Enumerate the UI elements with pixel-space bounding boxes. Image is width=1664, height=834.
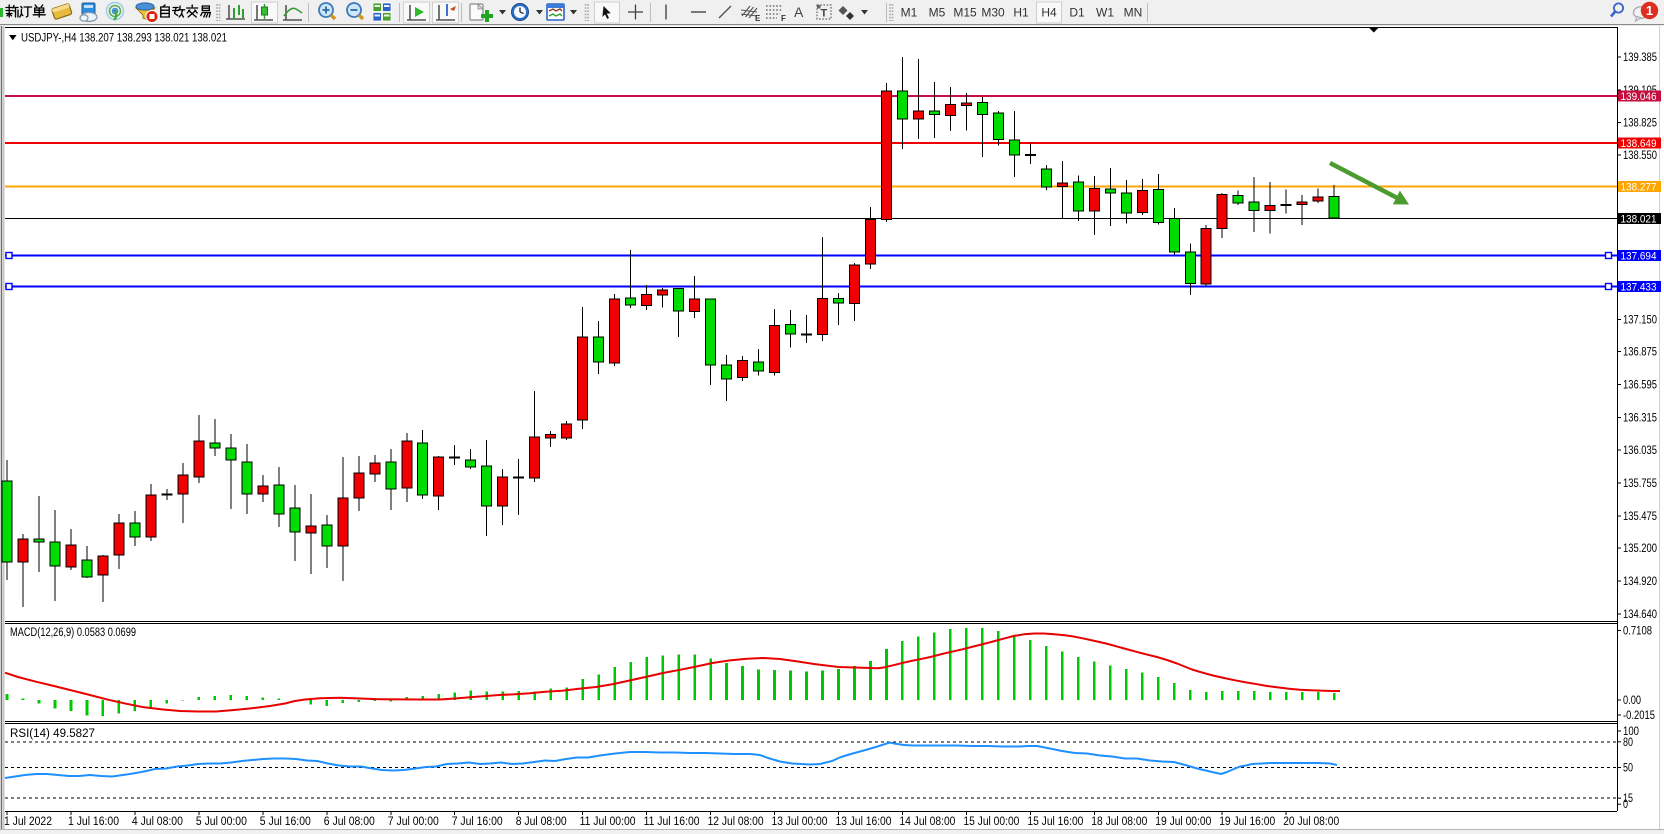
svg-text:M1: M1 [901, 6, 918, 20]
svg-text:H1: H1 [1013, 6, 1029, 20]
svg-text:5 Jul 16:00: 5 Jul 16:00 [260, 816, 311, 828]
svg-text:-0.2015: -0.2015 [1623, 710, 1655, 722]
svg-text:139.385: 139.385 [1623, 52, 1657, 64]
svg-text:H4: H4 [1041, 6, 1057, 20]
svg-text:1 Jul 2022: 1 Jul 2022 [4, 816, 52, 828]
svg-text:MN: MN [1124, 6, 1143, 20]
svg-text:A: A [794, 4, 804, 20]
svg-text:E: E [755, 14, 761, 23]
svg-text:1: 1 [1646, 3, 1653, 18]
svg-text:50: 50 [1623, 763, 1633, 775]
svg-text:19 Jul 00:00: 19 Jul 00:00 [1155, 816, 1211, 828]
svg-text:15: 15 [1623, 793, 1633, 805]
svg-text:100: 100 [1623, 726, 1639, 738]
svg-text:13 Jul 16:00: 13 Jul 16:00 [836, 816, 892, 828]
svg-text:135.755: 135.755 [1623, 478, 1657, 490]
svg-text:138.550: 138.550 [1623, 150, 1657, 162]
svg-text:W1: W1 [1096, 6, 1114, 20]
svg-text:139.046: 139.046 [1621, 91, 1657, 103]
svg-text:138.825: 138.825 [1623, 118, 1657, 130]
svg-text:MACD(12,26,9) 0.0583 0.0699: MACD(12,26,9) 0.0583 0.0699 [10, 627, 136, 639]
svg-text:RSI(14) 49.5827: RSI(14) 49.5827 [10, 728, 95, 740]
svg-text:0.00: 0.00 [1623, 695, 1641, 707]
svg-text:135.475: 135.475 [1623, 511, 1657, 523]
svg-text:136.875: 136.875 [1623, 347, 1657, 359]
svg-text:80: 80 [1623, 737, 1633, 749]
svg-text:M5: M5 [929, 6, 946, 20]
svg-text:15 Jul 00:00: 15 Jul 00:00 [963, 816, 1019, 828]
svg-text:12 Jul 08:00: 12 Jul 08:00 [708, 816, 764, 828]
svg-text:138.021: 138.021 [1621, 214, 1657, 226]
svg-text:F: F [781, 14, 786, 23]
svg-text:14 Jul 08:00: 14 Jul 08:00 [899, 816, 955, 828]
svg-text:18 Jul 08:00: 18 Jul 08:00 [1091, 816, 1147, 828]
svg-text:7 Jul 16:00: 7 Jul 16:00 [452, 816, 503, 828]
svg-text:137.150: 137.150 [1623, 315, 1657, 327]
svg-text:7 Jul 00:00: 7 Jul 00:00 [388, 816, 439, 828]
svg-text:T: T [821, 8, 828, 20]
svg-text:134.640: 134.640 [1623, 609, 1657, 621]
svg-text:D1: D1 [1069, 6, 1085, 20]
svg-text:138.649: 138.649 [1621, 138, 1657, 150]
svg-text:137.694: 137.694 [1621, 251, 1657, 263]
svg-text:136.595: 136.595 [1623, 380, 1657, 392]
svg-text:USDJPY-,H4 138.207 138.293 13: USDJPY-,H4 138.207 138.293 138.021 138.0… [21, 33, 227, 45]
svg-text:13 Jul 00:00: 13 Jul 00:00 [772, 816, 828, 828]
svg-text:8 Jul 08:00: 8 Jul 08:00 [516, 816, 567, 828]
svg-text:11 Jul 16:00: 11 Jul 16:00 [644, 816, 700, 828]
svg-text:4 Jul 08:00: 4 Jul 08:00 [132, 816, 183, 828]
svg-text:1 Jul 16:00: 1 Jul 16:00 [68, 816, 119, 828]
svg-text:6 Jul 08:00: 6 Jul 08:00 [324, 816, 375, 828]
svg-text:0.7108: 0.7108 [1623, 626, 1652, 638]
svg-text:M15: M15 [953, 6, 977, 20]
svg-text:5 Jul 00:00: 5 Jul 00:00 [196, 816, 247, 828]
svg-text:138.277: 138.277 [1621, 182, 1657, 194]
svg-text:19 Jul 16:00: 19 Jul 16:00 [1219, 816, 1275, 828]
svg-text:135.200: 135.200 [1623, 543, 1657, 555]
svg-text:11 Jul 00:00: 11 Jul 00:00 [580, 816, 636, 828]
svg-text:136.315: 136.315 [1623, 413, 1657, 425]
svg-text:20 Jul 08:00: 20 Jul 08:00 [1283, 816, 1339, 828]
svg-text:136.035: 136.035 [1623, 445, 1657, 457]
svg-text:M30: M30 [981, 6, 1005, 20]
svg-text:134.920: 134.920 [1623, 576, 1657, 588]
svg-text:15 Jul 16:00: 15 Jul 16:00 [1027, 816, 1083, 828]
svg-text:137.433: 137.433 [1621, 282, 1657, 294]
svg-text:0: 0 [1623, 799, 1628, 811]
